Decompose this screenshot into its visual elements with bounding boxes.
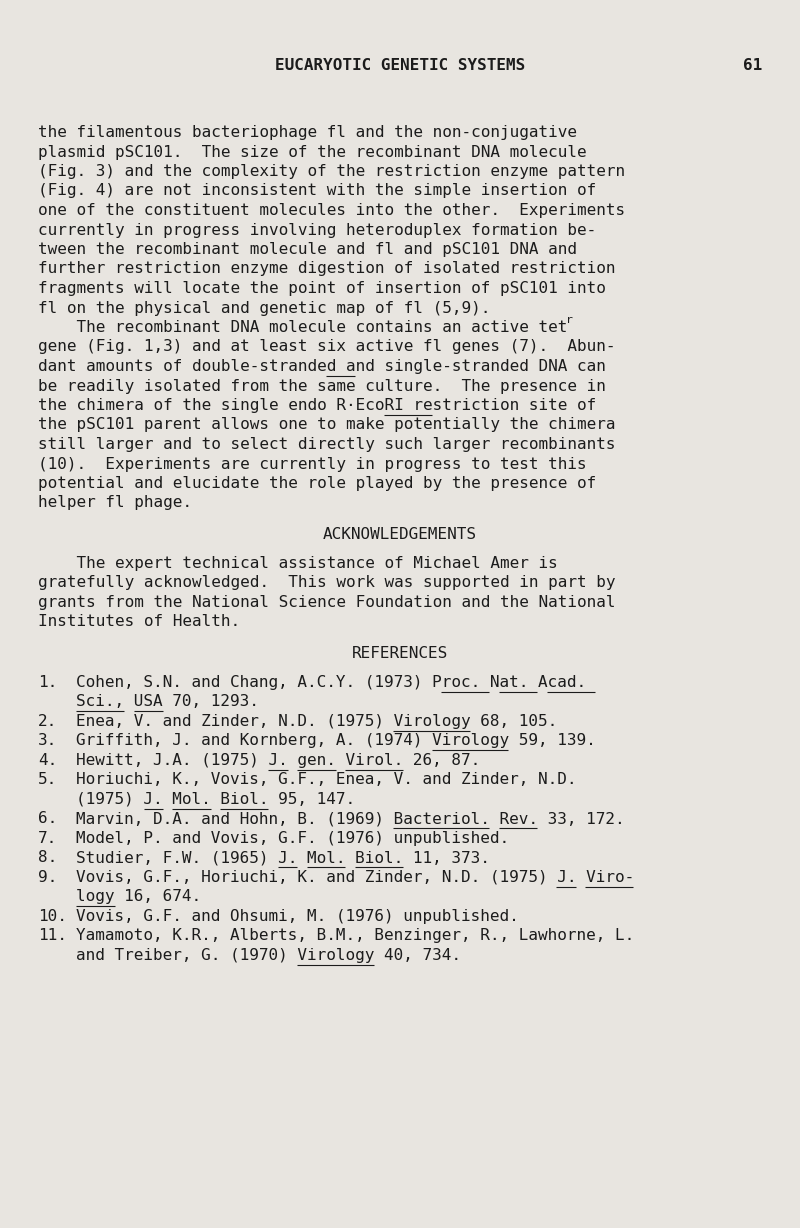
Text: 8.: 8. [38, 851, 58, 866]
Text: 1.: 1. [38, 675, 58, 690]
Text: still larger and to select directly such larger recombinants: still larger and to select directly such… [38, 437, 615, 452]
Text: Studier, F.W. (1965) J. Mol. Biol. 11, 373.: Studier, F.W. (1965) J. Mol. Biol. 11, 3… [76, 851, 490, 866]
Text: (Fig. 3) and the complexity of the restriction enzyme pattern: (Fig. 3) and the complexity of the restr… [38, 165, 625, 179]
Text: 2.: 2. [38, 713, 58, 729]
Text: Cohen, S.N. and Chang, A.C.Y. (1973) Proc. Nat. Acad.: Cohen, S.N. and Chang, A.C.Y. (1973) Pro… [76, 675, 586, 690]
Text: and Treiber, G. (1970) Virology 40, 734.: and Treiber, G. (1970) Virology 40, 734. [76, 948, 462, 963]
Text: helper fl phage.: helper fl phage. [38, 496, 192, 511]
Text: EUCARYOTIC GENETIC SYSTEMS: EUCARYOTIC GENETIC SYSTEMS [275, 58, 525, 72]
Text: gene (Fig. 1,3) and at least six active fl genes (7).  Abun-: gene (Fig. 1,3) and at least six active … [38, 339, 615, 355]
Text: plasmid pSC101.  The size of the recombinant DNA molecule: plasmid pSC101. The size of the recombin… [38, 145, 586, 160]
Text: (Fig. 4) are not inconsistent with the simple insertion of: (Fig. 4) are not inconsistent with the s… [38, 183, 596, 199]
Text: Yamamoto, K.R., Alberts, B.M., Benzinger, R., Lawhorne, L.: Yamamoto, K.R., Alberts, B.M., Benzinger… [76, 928, 634, 943]
Text: gratefully acknowledged.  This work was supported in part by: gratefully acknowledged. This work was s… [38, 576, 615, 591]
Text: The recombinant DNA molecule contains an active tet: The recombinant DNA molecule contains an… [38, 321, 567, 335]
Text: logy 16, 674.: logy 16, 674. [76, 889, 202, 904]
Text: fragments will locate the point of insertion of pSC101 into: fragments will locate the point of inser… [38, 281, 606, 296]
Text: grants from the National Science Foundation and the National: grants from the National Science Foundat… [38, 594, 615, 610]
Text: (1975) J. Mol. Biol. 95, 147.: (1975) J. Mol. Biol. 95, 147. [76, 792, 355, 807]
Text: 6.: 6. [38, 812, 58, 826]
Text: Hewitt, J.A. (1975) J. gen. Virol. 26, 87.: Hewitt, J.A. (1975) J. gen. Virol. 26, 8… [76, 753, 481, 768]
Text: the pSC101 parent allows one to make potentially the chimera: the pSC101 parent allows one to make pot… [38, 418, 615, 432]
Text: 3.: 3. [38, 733, 58, 748]
Text: r: r [566, 316, 573, 325]
Text: Horiuchi, K., Vovis, G.F., Enea, V. and Zinder, N.D.: Horiuchi, K., Vovis, G.F., Enea, V. and … [76, 772, 577, 787]
Text: Model, P. and Vovis, G.F. (1976) unpublished.: Model, P. and Vovis, G.F. (1976) unpubli… [76, 831, 510, 846]
Text: 10.: 10. [38, 909, 67, 923]
Text: 5.: 5. [38, 772, 58, 787]
Text: the filamentous bacteriophage fl and the non-conjugative: the filamentous bacteriophage fl and the… [38, 125, 577, 140]
Text: REFERENCES: REFERENCES [352, 646, 448, 661]
Text: be readily isolated from the same culture.  The presence in: be readily isolated from the same cultur… [38, 378, 606, 393]
Text: 61: 61 [742, 58, 762, 72]
Text: Enea, V. and Zinder, N.D. (1975) Virology 68, 105.: Enea, V. and Zinder, N.D. (1975) Virolog… [76, 713, 558, 729]
Text: 7.: 7. [38, 831, 58, 846]
Text: Sci., USA 70, 1293.: Sci., USA 70, 1293. [76, 694, 259, 710]
Text: tween the recombinant molecule and fl and pSC101 DNA and: tween the recombinant molecule and fl an… [38, 242, 577, 257]
Text: Marvin, D.A. and Hohn, B. (1969) Bacteriol. Rev. 33, 172.: Marvin, D.A. and Hohn, B. (1969) Bacteri… [76, 812, 625, 826]
Text: potential and elucidate the role played by the presence of: potential and elucidate the role played … [38, 476, 596, 491]
Text: ACKNOWLEDGEMENTS: ACKNOWLEDGEMENTS [323, 527, 477, 542]
Text: Vovis, G.F. and Ohsumi, M. (1976) unpublished.: Vovis, G.F. and Ohsumi, M. (1976) unpubl… [76, 909, 519, 923]
Text: The expert technical assistance of Michael Amer is: The expert technical assistance of Micha… [38, 556, 558, 571]
Text: one of the constituent molecules into the other.  Experiments: one of the constituent molecules into th… [38, 203, 625, 219]
Text: Vovis, G.F., Horiuchi, K. and Zinder, N.D. (1975) J. Viro-: Vovis, G.F., Horiuchi, K. and Zinder, N.… [76, 869, 634, 885]
Text: 9.: 9. [38, 869, 58, 885]
Text: Griffith, J. and Kornberg, A. (1974) Virology 59, 139.: Griffith, J. and Kornberg, A. (1974) Vir… [76, 733, 596, 748]
Text: Institutes of Health.: Institutes of Health. [38, 614, 240, 630]
Text: the chimera of the single endo R·EcoRI restriction site of: the chimera of the single endo R·EcoRI r… [38, 398, 596, 413]
Text: fl on the physical and genetic map of fl (5,9).: fl on the physical and genetic map of fl… [38, 301, 490, 316]
Text: currently in progress involving heteroduplex formation be-: currently in progress involving heterodu… [38, 222, 596, 237]
Text: (10).  Experiments are currently in progress to test this: (10). Experiments are currently in progr… [38, 457, 586, 472]
Text: 4.: 4. [38, 753, 58, 768]
Text: dant amounts of double-stranded and single-stranded DNA can: dant amounts of double-stranded and sing… [38, 359, 606, 375]
Text: further restriction enzyme digestion of isolated restriction: further restriction enzyme digestion of … [38, 262, 615, 276]
Text: 11.: 11. [38, 928, 67, 943]
